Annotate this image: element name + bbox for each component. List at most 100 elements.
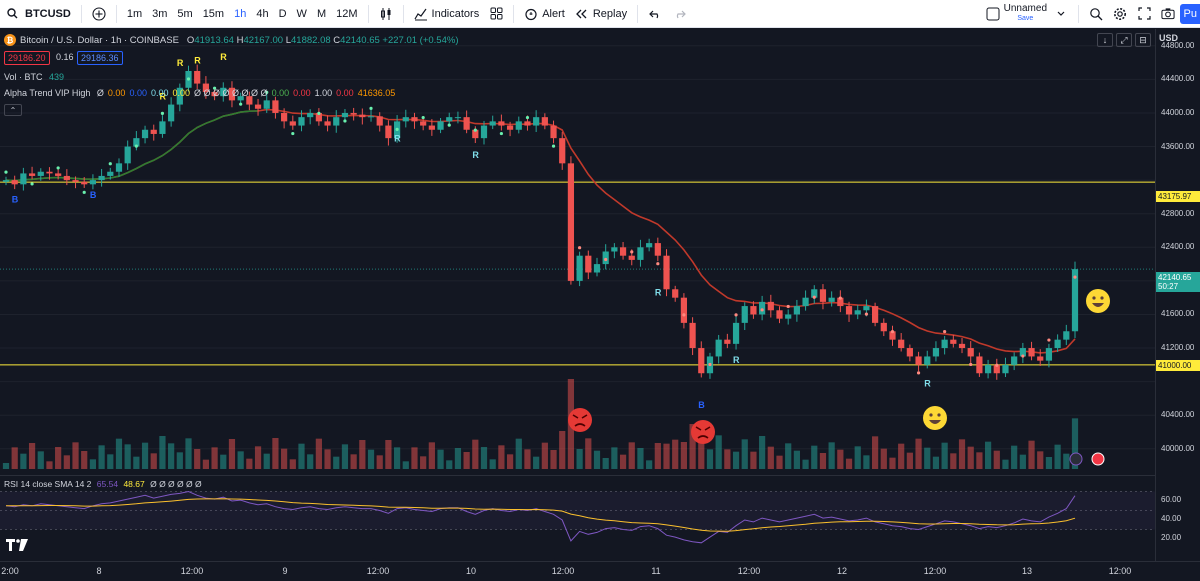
candle-body: [628, 255, 635, 260]
alpha-trend-legend[interactable]: Alpha Trend VIP High Ø 0.00 0.00 0.00 0.00 Ø …: [4, 88, 395, 98]
timeframe-1h[interactable]: 1h: [234, 7, 247, 20]
candle-body: [315, 112, 322, 122]
candle-body: [759, 301, 766, 315]
timeframe-w[interactable]: W: [296, 7, 307, 20]
fullscreen-button[interactable]: [1132, 0, 1156, 28]
volume-legend[interactable]: Vol · BTC 439: [4, 72, 64, 82]
candle-body: [619, 247, 627, 256]
price-axis-tick: 40000.00: [1161, 443, 1195, 453]
timeframe-5m[interactable]: 5m: [177, 7, 193, 20]
rewind-icon: [575, 7, 589, 21]
signal-dot: [812, 295, 816, 299]
candle-body: [506, 125, 514, 130]
rsi-chart-svg[interactable]: [0, 476, 1155, 561]
volume-bar: [176, 452, 183, 469]
bitcoin-logo-icon: ₿: [4, 34, 16, 46]
publish-button[interactable]: Pu: [1180, 3, 1200, 24]
timeframe-d[interactable]: D: [278, 7, 287, 20]
buy-price-button[interactable]: 29186.36: [77, 51, 123, 65]
candle-body: [663, 255, 670, 290]
time-axis-tick: 10: [465, 566, 477, 576]
candle-body: [533, 117, 540, 126]
grid-icon: [489, 7, 503, 21]
candle-body: [984, 364, 992, 374]
timeframe-15m[interactable]: 15m: [202, 7, 225, 20]
signal-dot: [604, 257, 608, 262]
volume-bar: [498, 445, 505, 469]
volume-bar: [802, 459, 809, 469]
templates-button[interactable]: [484, 0, 508, 28]
price-axis-tick: 41200.00: [1161, 343, 1195, 353]
settings-button[interactable]: [1108, 0, 1132, 28]
flag-icon: [1091, 452, 1105, 466]
snapshot-button[interactable]: [1156, 0, 1180, 28]
signal-label-r: R: [394, 133, 401, 143]
indicators-button[interactable]: Indicators: [409, 0, 485, 28]
volume-bar: [228, 439, 236, 469]
signal-dot: [943, 330, 947, 334]
alert-button[interactable]: Alert: [519, 0, 570, 28]
volume-bar: [1054, 444, 1061, 469]
candle-body: [420, 121, 427, 126]
alpha-trend-line-bull: [5, 110, 259, 182]
timeframe-3m[interactable]: 3m: [152, 7, 168, 20]
alpha-trend-value: 41636.05: [357, 88, 396, 98]
candle-body: [333, 117, 340, 126]
symbol-search[interactable]: BTCUSD: [0, 0, 76, 28]
divider: [1078, 4, 1079, 23]
collapse-pane-icon[interactable]: ⊟: [1135, 33, 1151, 47]
angry-emoji-icon-brow: [695, 426, 702, 431]
rsi-legend[interactable]: RSI 14 close SMA 14 2 65.54 48.67 Ø Ø Ø …: [4, 479, 202, 489]
volume-bar: [750, 451, 757, 469]
signal-dot: [291, 131, 295, 136]
currency-selector[interactable]: USD: [1159, 33, 1179, 43]
smile-emoji-icon-face: [923, 406, 947, 430]
volume-bar: [984, 441, 992, 469]
candle-body: [20, 173, 27, 185]
timeframe-4h[interactable]: 4h: [256, 7, 269, 20]
time-axis-tick: 2:00: [1, 566, 19, 576]
rsi-pane[interactable]: RSI 14 close SMA 14 2 65.54 48.67 Ø Ø Ø …: [0, 475, 1155, 561]
collapse-legend-button[interactable]: ⌃: [4, 104, 22, 116]
signal-dot: [82, 190, 86, 194]
time-axis[interactable]: 2:00 8 12:00 9 12:00 10 12:00 11 12:00 12 12:00 13 1…: [0, 561, 1200, 581]
smile-emoji-icon: [1086, 289, 1110, 313]
toolbar-right: Unnamed Save Pu: [981, 0, 1200, 28]
candle-body: [350, 112, 357, 115]
chart-legend-main[interactable]: ₿ Bitcoin / U.S. Dollar · 1h · COINBASE …: [4, 34, 458, 46]
candle-body: [272, 100, 279, 113]
candle-body: [793, 306, 800, 315]
signal-label-r: R: [159, 91, 166, 101]
signal-dot: [760, 308, 764, 312]
maximize-pane-icon[interactable]: ⤢: [1116, 33, 1132, 47]
move-down-icon[interactable]: ↓: [1097, 33, 1113, 47]
timeframe-m[interactable]: M: [316, 7, 327, 20]
camera-icon: [1161, 7, 1175, 21]
quick-search-button[interactable]: [1084, 0, 1108, 28]
signal-dot: [343, 119, 347, 123]
layout-icon: [986, 7, 1000, 21]
volume-bar: [141, 442, 149, 469]
redo-button[interactable]: [667, 0, 691, 28]
angry-emoji-icon: [691, 420, 715, 444]
volume-bar: [819, 453, 827, 469]
volume-bar: [1011, 445, 1018, 469]
time-axis-tick: 12: [836, 566, 848, 576]
chart-type-button[interactable]: [374, 0, 398, 28]
timeframe-12m[interactable]: 12M: [336, 7, 358, 20]
price-axis[interactable]: USD 44800.00 44400.00 44000.00 43600.00 4280…: [1155, 29, 1200, 561]
sell-price-button[interactable]: 29186.20: [4, 51, 50, 65]
replay-button[interactable]: Replay: [570, 0, 632, 28]
volume-bar: [533, 456, 540, 469]
tradingview-logo-icon: [6, 536, 28, 555]
timeframe-1m[interactable]: 1m: [126, 7, 143, 20]
signal-dot: [186, 77, 191, 81]
smile-emoji-icon-mouth: [929, 420, 941, 424]
price-tag-upper-level: 43175.97: [1156, 191, 1200, 202]
compare-button[interactable]: [87, 0, 111, 28]
undo-button[interactable]: [643, 0, 667, 28]
volume-bar: [254, 446, 262, 469]
layout-button[interactable]: Unnamed Save: [981, 0, 1073, 28]
